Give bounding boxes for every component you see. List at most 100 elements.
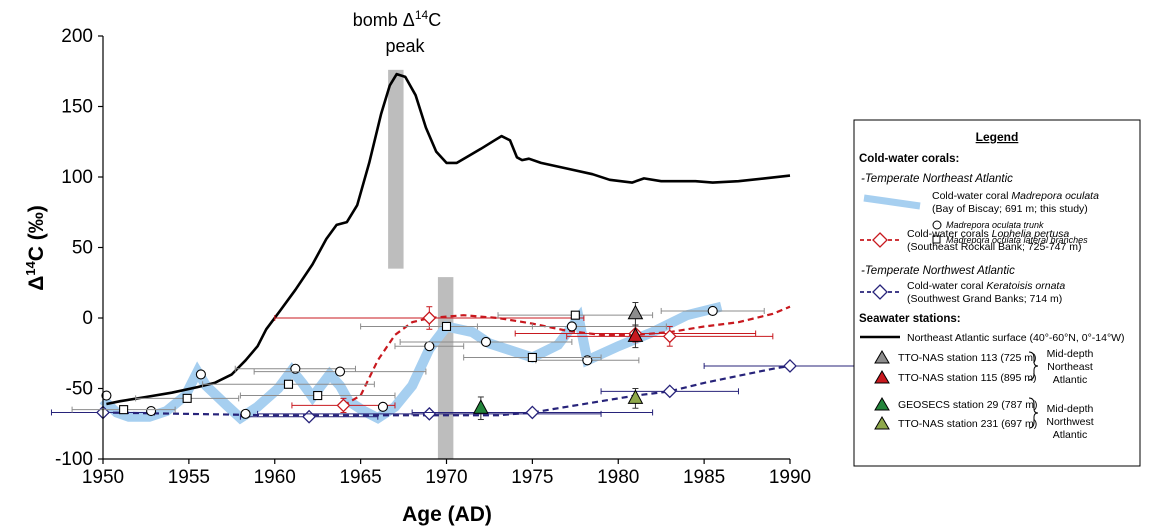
legend-madrepora-band-swatch: [863, 194, 921, 210]
legend-mid-ne-1: Mid-depth: [1047, 348, 1094, 360]
legend-madrepora-line1: Cold-water coral Madrepora oculata: [932, 190, 1099, 202]
y-tick-label-0: -100: [55, 449, 93, 470]
lophelia-point-3: [662, 329, 677, 344]
trunk-point-7: [424, 341, 435, 352]
y-tick-label-2: 0: [82, 308, 93, 329]
legend-keratoisis-marker: [872, 284, 888, 300]
legend-lateral-marker: [932, 235, 941, 244]
legend-ne-brace: [1028, 351, 1039, 381]
ne-surface-line: [106, 72, 791, 406]
legend-geosecs29-marker: [874, 397, 890, 411]
lateral-point-3: [313, 390, 323, 401]
trunk-point-11: [707, 305, 718, 317]
y-title-rest: C (‰): [25, 205, 48, 261]
legend-ne-atlantic-heading: -Temperate Northeast Atlantic: [861, 173, 1013, 185]
legend-mid-ne-2: Northeast: [1047, 361, 1093, 373]
legend-trunk-marker: [932, 220, 942, 230]
x-tick-label-6: 1980: [597, 467, 639, 488]
legend-keratoisis-prefix: Cold-water coral: [907, 280, 986, 292]
bomb-band-0: [388, 69, 404, 269]
lateral-point-1: [182, 393, 192, 403]
trunk-point-0: [101, 390, 112, 401]
legend-lophelia-species: Lophelia pertusa: [992, 228, 1070, 240]
legend-keratoisis-species: Keratoisis ornata: [986, 280, 1065, 292]
trunk-point-9: [566, 321, 577, 332]
legend-lophelia-line1: Cold-water corals Lophelia pertusa: [907, 228, 1069, 240]
trunk-point-1: [146, 406, 157, 417]
legend-tto231-marker: [874, 416, 890, 430]
x-tick-label-1: 1955: [168, 467, 210, 488]
x-tick-label-0: 1950: [82, 467, 124, 488]
x-tick-label-4: 1970: [425, 467, 467, 488]
legend-mid-nw-2: Northwest: [1046, 416, 1093, 428]
legend-tto115-marker: [874, 370, 890, 384]
legend-trunk-label: Madrepora oculata trunk: [946, 220, 1044, 230]
lateral-point-6: [570, 310, 580, 320]
legend-nw-brace: [1028, 397, 1039, 429]
bomb-peak-annotation-line2: peak: [385, 36, 425, 56]
keratoisis-point-4: [662, 384, 677, 399]
y-title-sup: 14: [23, 260, 38, 275]
legend-tto115-label: TTO-NAS station 115 (895 m): [898, 372, 1037, 384]
y-axis-title: Δ14C (‰): [23, 205, 48, 291]
keratoisis-point-3: [525, 405, 540, 420]
x-tick-label-2: 1960: [254, 467, 296, 488]
seawater-point-3: [627, 389, 644, 404]
x-tick-label-7: 1985: [683, 467, 725, 488]
axes: 1950 1955 1960 1965 1970 1975 1980 1985 1990 -100…: [55, 26, 811, 488]
seawater-point-1: [627, 327, 644, 342]
legend: Legend Cold-water corals: -Temperate Nor…: [853, 119, 1141, 467]
legend-lophelia-prefix: Cold-water corals: [907, 228, 992, 240]
legend-mid-nw-3: Atlantic: [1053, 429, 1087, 441]
keratoisis-point-5: [783, 359, 797, 373]
keratoisis-point-1: [302, 409, 317, 424]
trunk-point-8: [480, 336, 492, 348]
x-tick-label-5: 1975: [511, 467, 553, 488]
surface-line-layer: [106, 72, 791, 406]
lophelia-point-1: [422, 311, 437, 325]
legend-madrepora-species: Madrepora oculata: [1011, 190, 1099, 202]
legend-nw-atlantic-heading: -Temperate Northwest Atlantic: [861, 265, 1015, 277]
annotation-text-1: bomb Δ: [353, 10, 415, 30]
legend-tto113-marker: [874, 350, 890, 364]
lophelia-point-0: [336, 398, 351, 413]
trunk-point-5: [334, 366, 346, 377]
trunk-point-3: [240, 408, 251, 419]
bomb-band-1: [437, 277, 454, 459]
legend-title: Legend: [976, 130, 1019, 144]
legend-tto231-label: TTO-NAS station 231 (697 m): [898, 418, 1037, 430]
keratoisis-point-2: [422, 406, 437, 421]
keratoisis-curve: [102, 364, 791, 417]
legend-tto113-label: TTO-NAS station 113 (725 m): [898, 352, 1037, 364]
bomb-peak-annotation: bomb Δ14C: [353, 8, 441, 30]
legend-madrepora-prefix: Cold-water coral: [932, 190, 1011, 202]
trunk-point-4: [290, 363, 301, 374]
seawater-point-2: [473, 399, 489, 414]
annotation-sup: 14: [415, 8, 429, 22]
legend-keratoisis-line1: Cold-water coral Keratoisis ornata: [907, 280, 1065, 292]
legend-geosecs29-label: GEOSECS station 29 (787 m): [898, 399, 1037, 411]
madrepora-points-layer: [71, 305, 765, 419]
seawater-layer: [473, 301, 644, 421]
y-tick-label-1: -50: [66, 379, 93, 400]
legend-mid-ne-3: Atlantic: [1053, 374, 1087, 386]
y-tick-label-5: 150: [61, 97, 93, 118]
legend-seawater-heading: Seawater stations:: [859, 313, 961, 325]
x-tick-label-3: 1965: [339, 467, 381, 488]
annotation-text-2: C: [428, 10, 441, 30]
lateral-point-2: [283, 379, 294, 389]
trunk-point-2: [195, 369, 206, 380]
legend-lateral-label: Madrepora oculata lateral branches: [946, 235, 1088, 245]
x-tick-label-8: 1990: [769, 467, 811, 488]
legend-box: [853, 119, 1141, 467]
y-tick-label-4: 100: [61, 167, 93, 188]
legend-madrepora-line2: (Bay of Biscay; 691 m; this study): [932, 203, 1088, 215]
legend-lophelia-line2: (Southeast Rockall Bank; 725-747 m): [907, 241, 1082, 253]
legend-lophelia-marker: [872, 232, 888, 248]
trunk-point-6: [377, 401, 389, 412]
legend-cold-water-heading: Cold-water corals:: [859, 153, 959, 165]
legend-surface-label: Northeast Atlantic surface (40°-60°N, 0°…: [907, 332, 1125, 344]
trunk-point-10: [582, 355, 593, 366]
lateral-point-4: [441, 321, 452, 332]
